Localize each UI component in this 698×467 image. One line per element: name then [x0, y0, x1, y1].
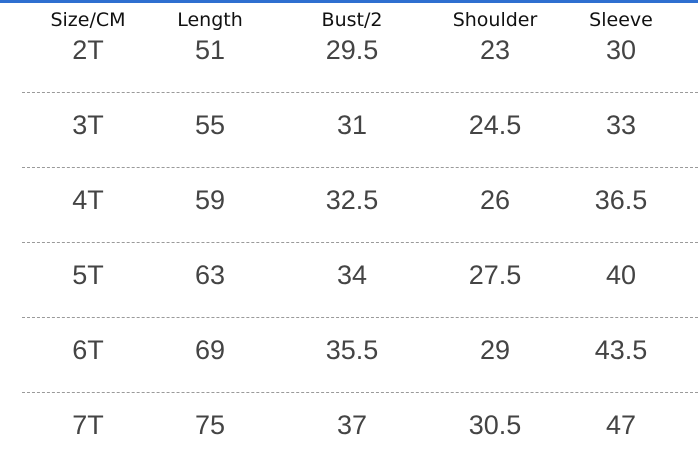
column-header: Shoulder	[452, 9, 538, 31]
column-header: Size/CM	[50, 9, 126, 31]
row-divider	[22, 167, 698, 168]
table-cell: 3T	[72, 110, 104, 140]
table-cell: 5T	[72, 260, 104, 290]
table-cell: 27.5	[468, 260, 522, 290]
table-cell: 59	[194, 185, 226, 215]
table-cell: 47	[605, 410, 637, 440]
table-cell: 29	[479, 335, 511, 365]
row-divider	[22, 92, 698, 93]
column-header: Sleeve	[589, 9, 653, 31]
table-cell: 75	[194, 410, 226, 440]
row-divider	[22, 317, 698, 318]
top-border	[0, 0, 698, 3]
table-cell: 55	[194, 110, 226, 140]
table-cell: 4T	[72, 185, 104, 215]
table-cell: 30	[605, 35, 637, 65]
table-cell: 36.5	[594, 185, 648, 215]
table-cell: 43.5	[594, 335, 648, 365]
table-cell: 6T	[72, 335, 104, 365]
table-cell: 40	[605, 260, 637, 290]
table-cell: 35.5	[325, 335, 379, 365]
table-cell: 24.5	[468, 110, 522, 140]
column-header: Bust/2	[321, 9, 383, 31]
table-cell: 31	[336, 110, 368, 140]
row-divider	[22, 242, 698, 243]
table-cell: 33	[605, 110, 637, 140]
column-header: Length	[177, 9, 243, 31]
table-cell: 26	[479, 185, 511, 215]
row-divider	[22, 392, 698, 393]
table-cell: 32.5	[325, 185, 379, 215]
table-cell: 51	[194, 35, 226, 65]
table-cell: 23	[479, 35, 511, 65]
table-cell: 30.5	[468, 410, 522, 440]
table-cell: 2T	[72, 35, 104, 65]
table-cell: 7T	[72, 410, 104, 440]
table-cell: 37	[336, 410, 368, 440]
table-cell: 29.5	[325, 35, 379, 65]
table-cell: 34	[336, 260, 368, 290]
table-cell: 63	[194, 260, 226, 290]
table-cell: 69	[194, 335, 226, 365]
